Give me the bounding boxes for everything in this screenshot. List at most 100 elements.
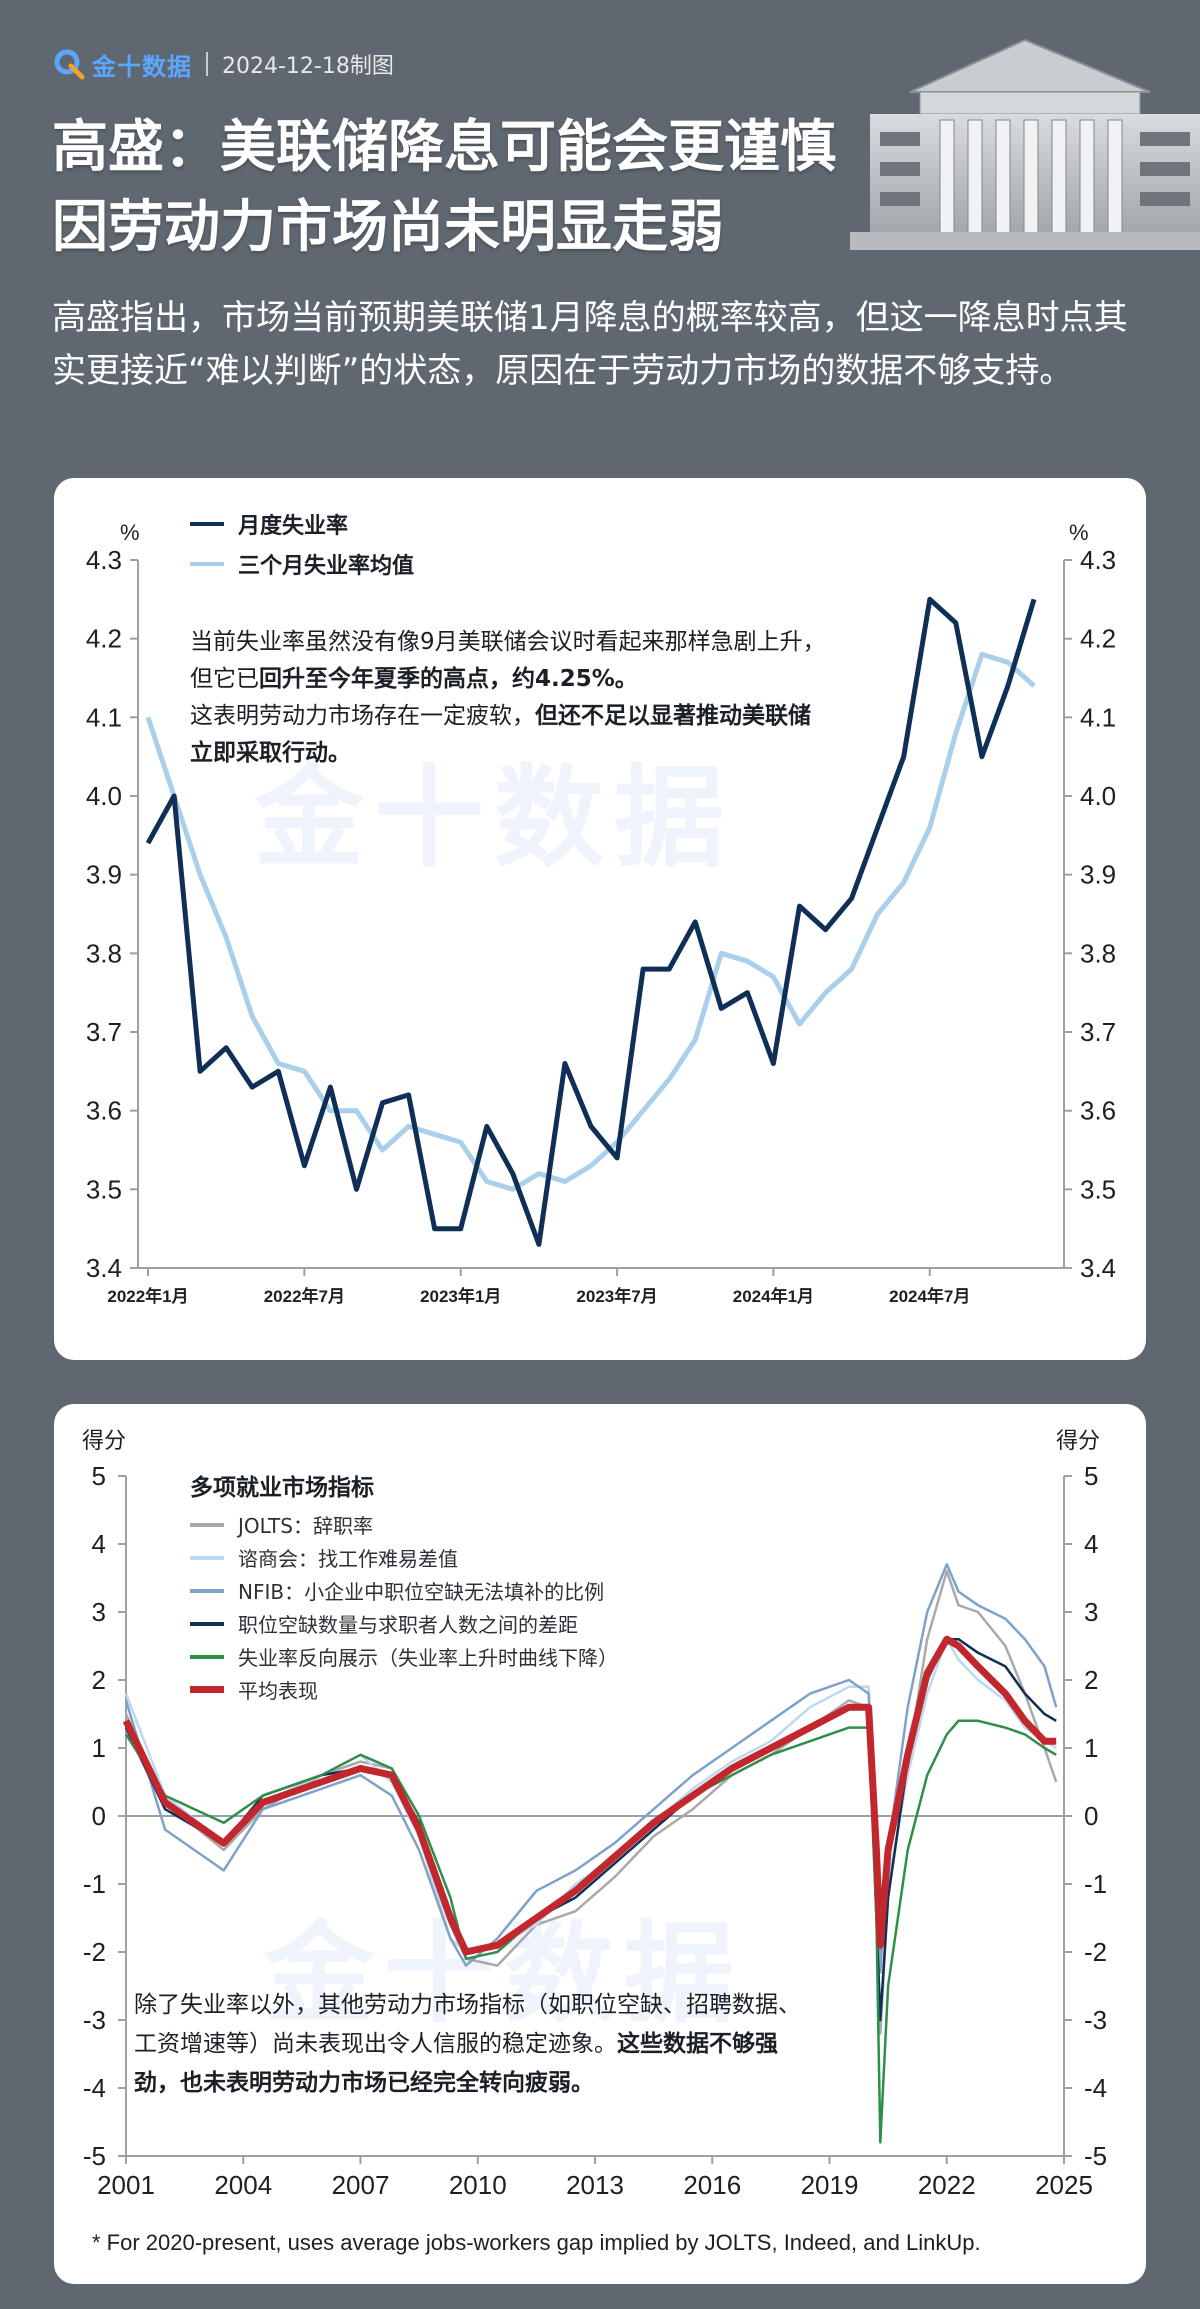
y-tick-label-left: -4 xyxy=(83,2073,106,2103)
legend-label: 谘商会：找工作难易差值 xyxy=(238,1547,458,1571)
footnote: * For 2020-present, uses average jobs-wo… xyxy=(92,2230,981,2255)
divider xyxy=(206,52,208,76)
y-tick-label-right: -4 xyxy=(1084,2073,1107,2103)
y-tick-label-right: 3.8 xyxy=(1080,938,1116,968)
y-tick-label-left: 4.3 xyxy=(86,545,122,575)
chart1-legend: 月度失业率 三个月失业率均值 xyxy=(190,504,414,584)
x-tick-label: 2004 xyxy=(214,2170,272,2200)
y-tick-label-right: 4.3 xyxy=(1080,545,1116,575)
legend-label: 失业率反向展示（失业率上升时曲线下降） xyxy=(238,1646,618,1670)
annotation-bold: 但还不足以显著推动美联储立即采取行动。 xyxy=(190,703,811,766)
y-tick-label-right: 4.1 xyxy=(1080,702,1116,732)
y-tick-label-right: 4.0 xyxy=(1080,781,1116,811)
legend-label: NFIB：小企业中职位空缺无法填补的比例 xyxy=(238,1580,605,1604)
legend-item: NFIB：小企业中职位空缺无法填补的比例 xyxy=(190,1574,618,1607)
y-tick-label-right: 2 xyxy=(1084,1665,1098,1695)
y-tick-label-left: -1 xyxy=(83,1869,106,1899)
y-tick-label-left: -3 xyxy=(83,2005,106,2035)
legend-swatch xyxy=(190,1555,224,1560)
y-tick-label-right: 3.4 xyxy=(1080,1253,1116,1283)
legend-item: JOLTS：辞职率 xyxy=(190,1508,618,1541)
legend-swatch xyxy=(190,1686,224,1693)
labor-indicators-chart-card: 金十数据 得分 得分 -5 -5 -4 -4 -3 -3 -2 -2 -1 -1 0 0 1 1 2 2 3 3 4 4 5… xyxy=(54,1404,1146,2284)
series-line-monthly-rate xyxy=(145,596,1037,1247)
y-tick-label-left: 3.6 xyxy=(86,1096,122,1126)
series-line-conference-board xyxy=(124,1637,1057,1954)
annotation-bold: 这些数据不够强劲，也未表明劳动力市场已经完全转向疲弱。 xyxy=(134,2031,778,2096)
y-tick-label-right: 3.7 xyxy=(1080,1017,1116,1047)
y-tick-label-left: 3.8 xyxy=(86,938,122,968)
y-tick-label-left: 3.5 xyxy=(86,1174,122,1204)
x-tick-label: 2016 xyxy=(683,2170,741,2200)
y-tick-label-left: 0 xyxy=(92,1801,106,1831)
annotation-text: 这表明劳动力市场存在一定疲软， xyxy=(190,703,535,729)
y-tick-label-right: 4.2 xyxy=(1080,624,1116,654)
legend-label: JOLTS：辞职率 xyxy=(238,1514,373,1538)
y-tick-label-left: 1 xyxy=(92,1733,106,1763)
x-tick-label: 2022年1月 xyxy=(107,1286,188,1306)
legend-item: 平均表现 xyxy=(190,1673,618,1706)
x-tick-label: 2007 xyxy=(332,2170,390,2200)
y-axis-unit-right: % xyxy=(1069,520,1089,545)
y-axis-unit-right: 得分 xyxy=(1056,1428,1100,1453)
y-tick-label-right: 3 xyxy=(1084,1597,1098,1627)
series-line-unemployment-inverted xyxy=(124,1719,1057,2144)
x-tick-label: 2025 xyxy=(1035,2170,1093,2200)
y-tick-label-left: 3 xyxy=(92,1597,106,1627)
y-tick-label-left: 4.2 xyxy=(86,624,122,654)
unemployment-chart-card: 金十数据 %% 3.4 3.4 3.5 3.5 3.6 3.6 3.7 3.7 3.8 3.8 3.9… xyxy=(54,478,1146,1360)
y-tick-label-right: 1 xyxy=(1084,1733,1098,1763)
date-label: 2024-12-18制图 xyxy=(222,54,394,79)
x-tick-label: 2019 xyxy=(801,2170,859,2200)
annotation-text: 当前失业率虽然没有像9月美联储会议时看起来那样急剧上升，但它已 xyxy=(190,629,826,692)
y-tick-label-left: 3.7 xyxy=(86,1017,122,1047)
federal-reserve-building-image xyxy=(850,38,1200,250)
series-line-nfib xyxy=(124,1563,1058,1974)
y-tick-label-right: 4 xyxy=(1084,1529,1098,1559)
x-tick-label: 2024年7月 xyxy=(889,1286,970,1306)
y-tick-label-right: 3.6 xyxy=(1080,1096,1116,1126)
y-axis-unit-left: 得分 xyxy=(82,1428,126,1453)
legend-swatch xyxy=(190,1588,224,1593)
annotation-bold: 回升至今年夏季的高点，约4.25%。 xyxy=(259,666,638,692)
y-tick-label-left: -2 xyxy=(83,1937,106,1967)
y-tick-label-right: -2 xyxy=(1084,1937,1107,1967)
y-axis-unit-left: % xyxy=(120,520,140,545)
y-tick-label-left: 4 xyxy=(92,1529,106,1559)
unemployment-rate-chart: % % 3.4 3.4 3.5 3.5 3.6 3.6 3.7 3.7 3.8 3.8 3.9 3.9 4.… xyxy=(86,520,1116,1306)
title-line-2: 因劳动力市场尚未明显走弱 xyxy=(52,195,724,260)
legend-label: 职位空缺数量与求职者人数之间的差距 xyxy=(238,1613,578,1637)
legend-swatch-monthly xyxy=(190,522,224,526)
page-title: 高盛：美联储降息可能会更谨慎 因劳动力市场尚未明显走弱 xyxy=(52,108,912,268)
intro-paragraph: 高盛指出，市场当前预期美联储1月降息的概率较高，但这一降息时点其实更接近“难以判… xyxy=(52,298,1128,391)
legend-swatch xyxy=(190,1621,224,1626)
legend-item-monthly: 月度失业率 xyxy=(190,504,414,544)
brand-logo[interactable]: 金十数据 xyxy=(52,47,192,82)
y-tick-label-right: 3.9 xyxy=(1080,860,1116,890)
chart1-annotation: 当前失业率虽然没有像9月美联储会议时看起来那样急剧上升，但它已回升至今年夏季的高… xyxy=(190,624,830,772)
legend-label: 平均表现 xyxy=(238,1679,318,1703)
legend-swatch-3m-avg xyxy=(190,562,224,566)
chart2-annotation: 除了失业率以外，其他劳动力市场指标（如职位空缺、招聘数据、工资增速等）尚未表现出… xyxy=(134,1986,814,2103)
y-tick-label-left: 2 xyxy=(92,1665,106,1695)
annotation-text: 除了失业率以外，其他劳动力市场指标（如职位空缺、招聘数据、工资增速等）尚未表现出… xyxy=(134,1992,801,2057)
y-tick-label-right: 0 xyxy=(1084,1801,1098,1831)
logo-icon xyxy=(54,49,85,80)
y-tick-label-left: 3.4 xyxy=(86,1253,122,1283)
x-tick-label: 2022年7月 xyxy=(264,1286,345,1306)
y-tick-label-right: -5 xyxy=(1084,2141,1107,2171)
y-tick-label-right: 5 xyxy=(1084,1461,1098,1491)
legend-swatch xyxy=(190,1654,224,1659)
labor-market-indicators-chart: 得分 得分 -5 -5 -4 -4 -3 -3 -2 -2 -1 -1 0 0 1 1 2 2 3 3 4 4 5 5 2001… xyxy=(82,1428,1107,2200)
y-tick-label-left: 5 xyxy=(92,1461,106,1491)
y-tick-label-right: -3 xyxy=(1084,2005,1107,2035)
legend-swatch xyxy=(190,1522,224,1527)
legend-title: 多项就业市场指标 xyxy=(190,1475,374,1501)
legend-label-3m-avg: 三个月失业率均值 xyxy=(238,554,415,579)
x-tick-label: 2010 xyxy=(449,2170,507,2200)
logo-text: 金十数据 xyxy=(92,52,192,81)
x-tick-label: 2022 xyxy=(918,2170,976,2200)
y-tick-label-left: 4.0 xyxy=(86,781,122,811)
legend-label-monthly: 月度失业率 xyxy=(238,514,349,539)
legend-item-3m-avg: 三个月失业率均值 xyxy=(190,544,414,584)
